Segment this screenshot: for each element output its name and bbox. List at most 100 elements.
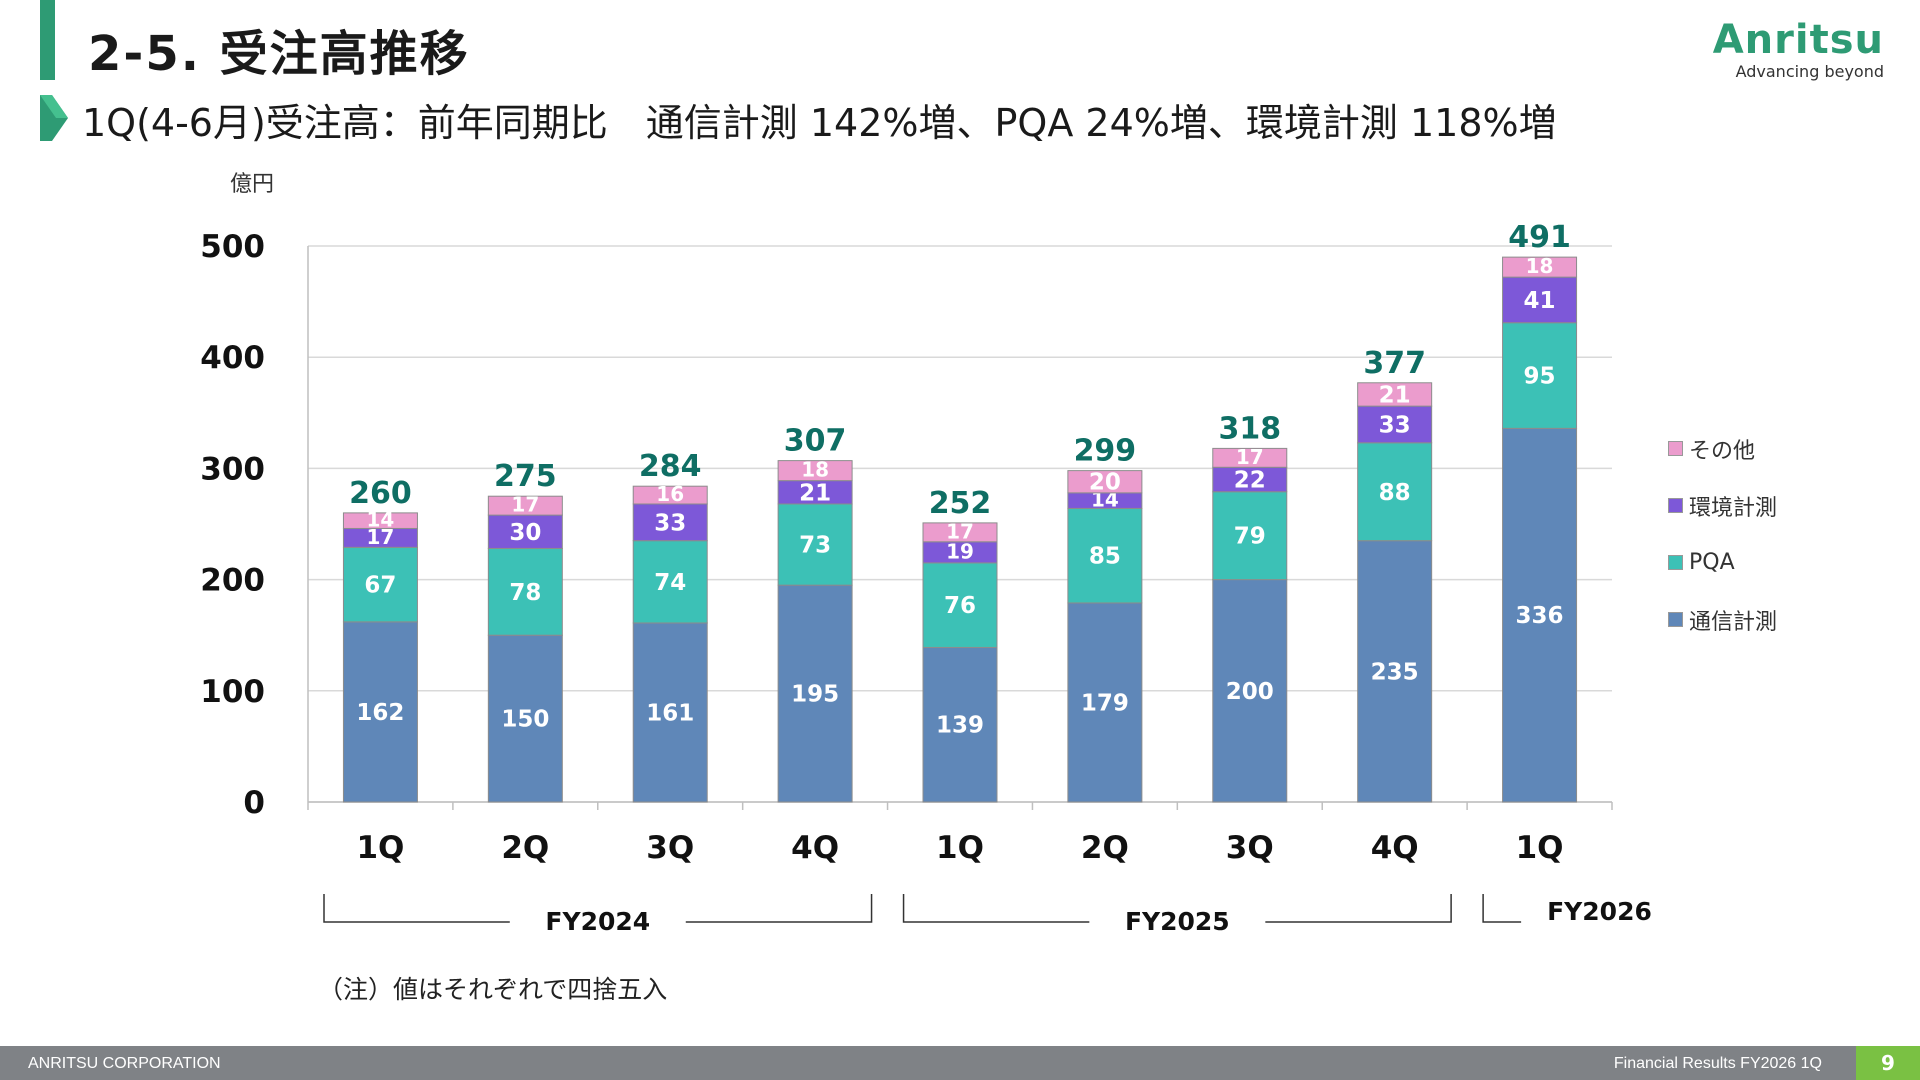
data-label-0-1: 150 [501, 707, 549, 733]
x-tick-label-2: 3Q [646, 830, 694, 866]
bar-segment-2-1 [487, 514, 563, 549]
x-tick-label-0: 1Q [356, 830, 404, 866]
slide-subtitle: 1Q(4-6月)受注高：前年同期比 通信計測 142%増、PQA 24%増、環境… [82, 101, 1557, 145]
x-tick-label-6: 3Q [1226, 830, 1274, 866]
data-label-3-8: 18 [1526, 254, 1554, 278]
data-label-2-4: 19 [946, 539, 974, 563]
bar-segment-3-3 [777, 460, 853, 482]
page-number: 9 [1856, 1046, 1920, 1080]
data-label-2-3: 21 [799, 480, 831, 506]
x-tick-label-8: 1Q [1516, 830, 1564, 866]
bar-segment-0-5 [1067, 602, 1143, 803]
data-label-3-3: 18 [801, 458, 829, 482]
bar-segment-1-6 [1212, 491, 1288, 581]
total-label-8: 491 [1508, 220, 1571, 255]
logo-tagline: Advancing beyond [1735, 62, 1884, 81]
x-tick-label-3: 4Q [791, 830, 839, 866]
subtitle-arrow-icon [40, 95, 68, 141]
bar-segment-2-8 [1502, 276, 1578, 324]
bar-segment-3-7 [1357, 382, 1433, 407]
footer-company: ANRITSU CORPORATION [28, 1055, 221, 1072]
footer-report-title: Financial Results FY2026 1Q [1613, 1055, 1822, 1072]
data-label-3-6: 17 [1236, 445, 1264, 469]
data-label-2-8: 41 [1524, 288, 1556, 314]
legend-item-pqa: PQA [1668, 534, 1777, 591]
data-label-1-2: 74 [654, 570, 686, 596]
legend-label-environment: 環境計測 [1689, 495, 1778, 521]
data-label-0-2: 161 [646, 700, 694, 726]
legend-swatch-telecom [1668, 612, 1683, 627]
company-logo: Anritsu Advancing beyond [1713, 18, 1884, 81]
bar-segment-0-1 [487, 634, 563, 803]
total-label-4: 252 [929, 486, 992, 521]
data-label-0-0: 162 [356, 700, 404, 726]
legend-item-telecom: 通信計測 [1668, 591, 1777, 648]
data-label-0-4: 139 [936, 713, 984, 739]
total-label-0: 260 [349, 476, 412, 511]
data-label-0-6: 200 [1226, 679, 1274, 705]
bar-segment-1-1 [487, 547, 563, 636]
rounding-note: （注）値はそれぞれで四捨五入 [318, 975, 668, 1004]
data-label-2-7: 33 [1379, 412, 1411, 438]
legend-swatch-pqa [1668, 555, 1683, 570]
bar-segment-0-6 [1212, 579, 1288, 803]
data-label-2-6: 22 [1234, 468, 1266, 494]
chart-legend: その他 環境計測 PQA 通信計測 [1668, 420, 1777, 648]
data-label-3-5: 20 [1089, 470, 1121, 496]
bar-segment-0-0 [342, 621, 418, 803]
data-label-3-1: 17 [511, 493, 539, 517]
data-label-3-2: 16 [656, 482, 684, 506]
y-tick-label-100: 100 [200, 674, 265, 710]
total-label-2: 284 [639, 449, 702, 484]
bar-segment-3-0 [342, 512, 418, 529]
bar-segment-1-8 [1502, 322, 1578, 429]
bar-segment-1-7 [1357, 442, 1433, 542]
data-label-0-3: 195 [791, 682, 839, 708]
fy-bracket-2 [1482, 894, 1522, 923]
title-accent-bar [40, 0, 55, 80]
legend-label-pqa: PQA [1689, 550, 1735, 575]
y-tick-label-0: 0 [243, 785, 265, 821]
bar-segment-3-4 [922, 522, 998, 543]
data-label-0-8: 336 [1516, 603, 1564, 629]
logo-wordmark: Anritsu [1712, 17, 1884, 63]
y-tick-label-400: 400 [200, 340, 265, 376]
bar-segment-2-7 [1357, 405, 1433, 444]
data-label-1-0: 67 [364, 573, 396, 599]
data-label-1-7: 88 [1379, 480, 1411, 506]
data-label-2-2: 33 [654, 510, 686, 536]
bar-segment-0-3 [777, 584, 853, 803]
legend-swatch-other [1668, 441, 1683, 456]
bar-segment-3-8 [1502, 256, 1578, 278]
data-label-1-1: 78 [509, 580, 541, 606]
bar-segment-2-6 [1212, 466, 1288, 493]
fy-group-label-2: FY2026 [1547, 897, 1652, 926]
slide-title: 2-5. 受注高推移 [88, 26, 470, 82]
legend-item-other: その他 [1668, 420, 1777, 477]
data-label-1-6: 79 [1234, 524, 1266, 550]
legend-label-other: その他 [1689, 438, 1756, 464]
total-label-6: 318 [1218, 411, 1281, 446]
bar-segment-1-4 [922, 562, 998, 648]
fy-bracket-left-0 [323, 894, 510, 923]
data-label-3-4: 17 [946, 519, 974, 543]
bar-segment-3-1 [487, 495, 563, 516]
bar-segment-3-2 [632, 485, 708, 505]
legend-label-telecom: 通信計測 [1689, 609, 1778, 635]
data-label-2-1: 30 [509, 520, 541, 546]
total-label-7: 377 [1363, 346, 1426, 381]
total-label-1: 275 [494, 459, 557, 494]
fy-bracket-right-1 [1265, 894, 1452, 923]
y-tick-label-500: 500 [200, 229, 265, 265]
data-label-1-4: 76 [944, 593, 976, 619]
fy-bracket-left-1 [902, 894, 1090, 923]
y-tick-label-200: 200 [200, 563, 265, 599]
footer-bar [0, 1046, 1920, 1080]
bar-segment-0-4 [922, 646, 998, 803]
data-label-3-0: 14 [367, 508, 395, 532]
bar-segment-3-6 [1212, 447, 1288, 468]
fy-bracket-right-0 [685, 894, 873, 923]
y-tick-label-300: 300 [200, 451, 265, 487]
bar-segment-0-7 [1357, 540, 1433, 803]
bar-segment-1-3 [777, 503, 853, 586]
